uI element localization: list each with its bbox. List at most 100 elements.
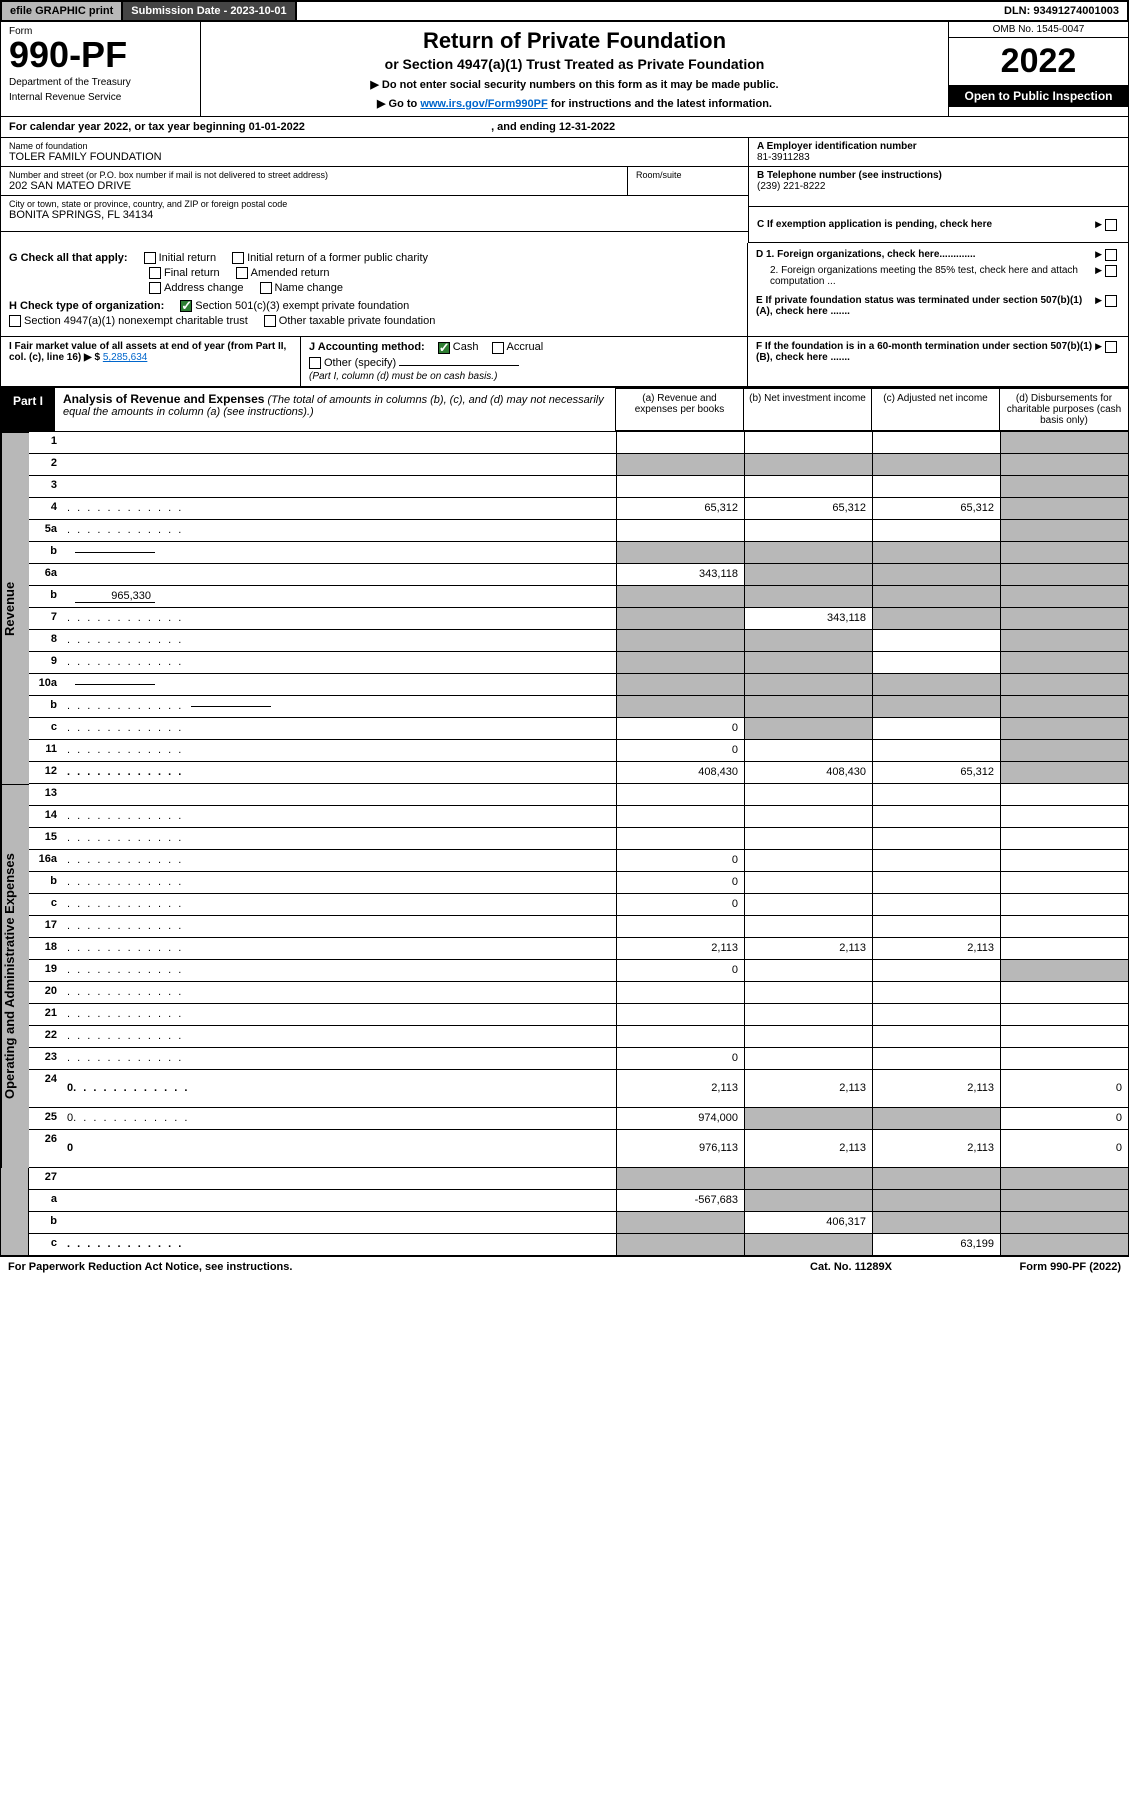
h-opt-3: Other taxable private foundation bbox=[279, 315, 436, 327]
g-address-checkbox[interactable] bbox=[149, 282, 161, 294]
line-description bbox=[63, 806, 617, 827]
cell-col-c bbox=[873, 652, 1001, 673]
line-description bbox=[63, 1212, 617, 1233]
g-name-checkbox[interactable] bbox=[260, 282, 272, 294]
g-amended-checkbox[interactable] bbox=[236, 267, 248, 279]
table-row: 182,1132,1132,113 bbox=[29, 938, 1129, 960]
f-checkbox[interactable] bbox=[1105, 341, 1117, 353]
j-accrual-checkbox[interactable] bbox=[492, 342, 504, 354]
irs-link[interactable]: www.irs.gov/Form990PF bbox=[420, 98, 547, 110]
efile-print-label[interactable]: efile GRAPHIC print bbox=[2, 2, 123, 20]
cell-col-d bbox=[1001, 850, 1129, 871]
cell-col-a: 2,113 bbox=[617, 938, 745, 959]
j-cash-checkbox[interactable] bbox=[438, 342, 450, 354]
cell-col-b bbox=[745, 850, 873, 871]
g-opt-3: Amended return bbox=[251, 267, 330, 279]
cell-col-c bbox=[873, 850, 1001, 871]
d1-row: D 1. Foreign organizations, check here..… bbox=[756, 249, 1120, 261]
header-right: OMB No. 1545-0047 2022 Open to Public In… bbox=[948, 22, 1128, 116]
line-description bbox=[63, 652, 617, 673]
cell-col-a bbox=[617, 916, 745, 937]
cell-col-d: 0 bbox=[1001, 1130, 1129, 1167]
cell-col-c: 63,199 bbox=[873, 1234, 1001, 1255]
h-other-checkbox[interactable] bbox=[264, 315, 276, 327]
foundation-name-row: Name of foundation TOLER FAMILY FOUNDATI… bbox=[1, 138, 748, 167]
phone-value: (239) 221-8222 bbox=[757, 181, 1120, 192]
table-row: 190 bbox=[29, 960, 1129, 982]
cell-col-b bbox=[745, 1234, 873, 1255]
j-accrual: Accrual bbox=[507, 341, 544, 353]
g-opt-1: Initial return of a former public charit… bbox=[247, 252, 428, 264]
h-501c3-checkbox[interactable] bbox=[180, 300, 192, 312]
line-description bbox=[63, 1190, 617, 1211]
col-b-header: (b) Net investment income bbox=[744, 388, 872, 431]
part1-header: Part I Analysis of Revenue and Expenses … bbox=[0, 387, 1129, 432]
j-other-checkbox[interactable] bbox=[309, 357, 321, 369]
h-4947-checkbox[interactable] bbox=[9, 315, 21, 327]
table-row: 260976,1132,1132,1130 bbox=[29, 1130, 1129, 1168]
g-final-checkbox[interactable] bbox=[149, 267, 161, 279]
cell-col-c: 2,113 bbox=[873, 1130, 1001, 1167]
header-left: Form 990-PF Department of the Treasury I… bbox=[1, 22, 201, 116]
g-initial-checkbox[interactable] bbox=[144, 252, 156, 264]
arrow-icon bbox=[1095, 265, 1105, 287]
dots-filler bbox=[67, 942, 183, 954]
cal-pre: For calendar year 2022, or tax year begi… bbox=[9, 121, 249, 133]
cell-col-a bbox=[617, 1168, 745, 1189]
d2-checkbox[interactable] bbox=[1105, 265, 1117, 277]
cell-col-d bbox=[1001, 652, 1129, 673]
j-label: J Accounting method: bbox=[309, 341, 425, 353]
cell-col-a bbox=[617, 674, 745, 695]
form-footer-label: Form 990-PF (2022) bbox=[941, 1261, 1121, 1273]
cell-col-a: 0 bbox=[617, 960, 745, 981]
cell-col-b bbox=[745, 1026, 873, 1047]
expenses-side-label: Operating and Administrative Expenses bbox=[1, 784, 29, 1168]
cell-col-b bbox=[745, 1168, 873, 1189]
c-checkbox[interactable] bbox=[1105, 219, 1117, 231]
line-description bbox=[63, 872, 617, 893]
j-other: Other (specify) bbox=[324, 357, 396, 369]
dots-filler bbox=[73, 1082, 189, 1094]
cell-col-d bbox=[1001, 1234, 1129, 1255]
cell-col-b: 65,312 bbox=[745, 498, 873, 519]
ein-label: A Employer identification number bbox=[757, 141, 1120, 152]
dots-filler bbox=[67, 810, 183, 822]
line-number: 5a bbox=[29, 520, 63, 541]
line-description bbox=[63, 762, 617, 783]
cell-col-c bbox=[873, 454, 1001, 475]
fmv-value[interactable]: 5,285,634 bbox=[103, 352, 148, 363]
line-number: 24 bbox=[29, 1070, 63, 1107]
cell-col-a: 2,113 bbox=[617, 1070, 745, 1107]
part1-title: Analysis of Revenue and Expenses bbox=[63, 392, 264, 406]
cell-col-d bbox=[1001, 542, 1129, 563]
table-row: 3 bbox=[29, 476, 1129, 498]
line-number: 23 bbox=[29, 1048, 63, 1069]
cell-col-a bbox=[617, 1212, 745, 1233]
h-label: H Check type of organization: bbox=[9, 300, 164, 312]
cell-col-a bbox=[617, 1234, 745, 1255]
cell-col-c bbox=[873, 1212, 1001, 1233]
cell-col-c bbox=[873, 1048, 1001, 1069]
instr-goto: ▶ Go to www.irs.gov/Form990PF for instru… bbox=[207, 97, 942, 110]
line-description bbox=[63, 718, 617, 739]
g-opt-5: Name change bbox=[275, 282, 344, 294]
d1-label: D 1. Foreign organizations, check here..… bbox=[756, 249, 1095, 261]
line-description bbox=[63, 696, 617, 717]
cell-col-b: 343,118 bbox=[745, 608, 873, 629]
d1-checkbox[interactable] bbox=[1105, 249, 1117, 261]
line-description: 965,330 bbox=[63, 586, 617, 607]
table-row: 17 bbox=[29, 916, 1129, 938]
dept-treasury: Department of the Treasury bbox=[9, 77, 192, 88]
line-number: 27 bbox=[29, 1168, 63, 1189]
line-description bbox=[63, 630, 617, 651]
address-row: Number and street (or P.O. box number if… bbox=[1, 167, 748, 196]
line-description bbox=[63, 982, 617, 1003]
e-checkbox[interactable] bbox=[1105, 295, 1117, 307]
c-row: C If exemption application is pending, c… bbox=[749, 207, 1128, 243]
cell-col-d bbox=[1001, 608, 1129, 629]
cell-col-b bbox=[745, 674, 873, 695]
g-initial-former-checkbox[interactable] bbox=[232, 252, 244, 264]
line-description bbox=[63, 850, 617, 871]
expenses-body: 13141516a0b0c017182,1132,1132,1131902021… bbox=[29, 784, 1129, 1168]
dots-filler bbox=[67, 898, 183, 910]
